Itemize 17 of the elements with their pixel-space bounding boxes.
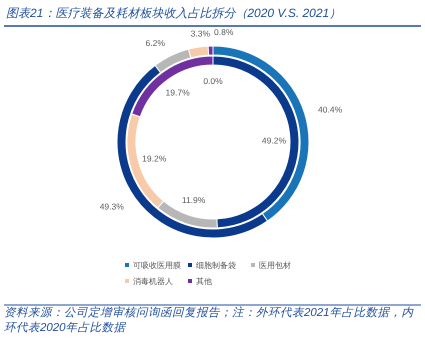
text: 资料来源：公司定增审核问询函回复报告；注：外环代表2021年占比数据，内环代表2020年占比数据 bbox=[4, 306, 415, 336]
legend-label: 其他 bbox=[196, 277, 212, 286]
data-label: 19.7% bbox=[166, 87, 190, 98]
data-label: 40.4% bbox=[318, 104, 343, 114]
data-label: 0.8% bbox=[214, 27, 234, 38]
text: 0.0% bbox=[203, 76, 223, 86]
data-label: 11.9% bbox=[182, 194, 206, 205]
data-label: 49.3% bbox=[100, 201, 124, 212]
data-label: 49.2% bbox=[262, 135, 286, 146]
data-label: 19.2% bbox=[142, 153, 167, 164]
chart-title: 图表21：医疗装备及耗材板块收入占比拆分（2020 V.S. 2021） bbox=[6, 6, 342, 20]
legend-label: 细胞制备袋 bbox=[196, 261, 236, 270]
legend-label: 医用包材 bbox=[259, 261, 291, 270]
data-label: 6.2% bbox=[146, 38, 166, 48]
legend-label: 可吸收医用膜 bbox=[133, 261, 181, 270]
data-label: 3.3% bbox=[190, 28, 210, 38]
legend-label: 消毒机器人 bbox=[133, 277, 173, 286]
